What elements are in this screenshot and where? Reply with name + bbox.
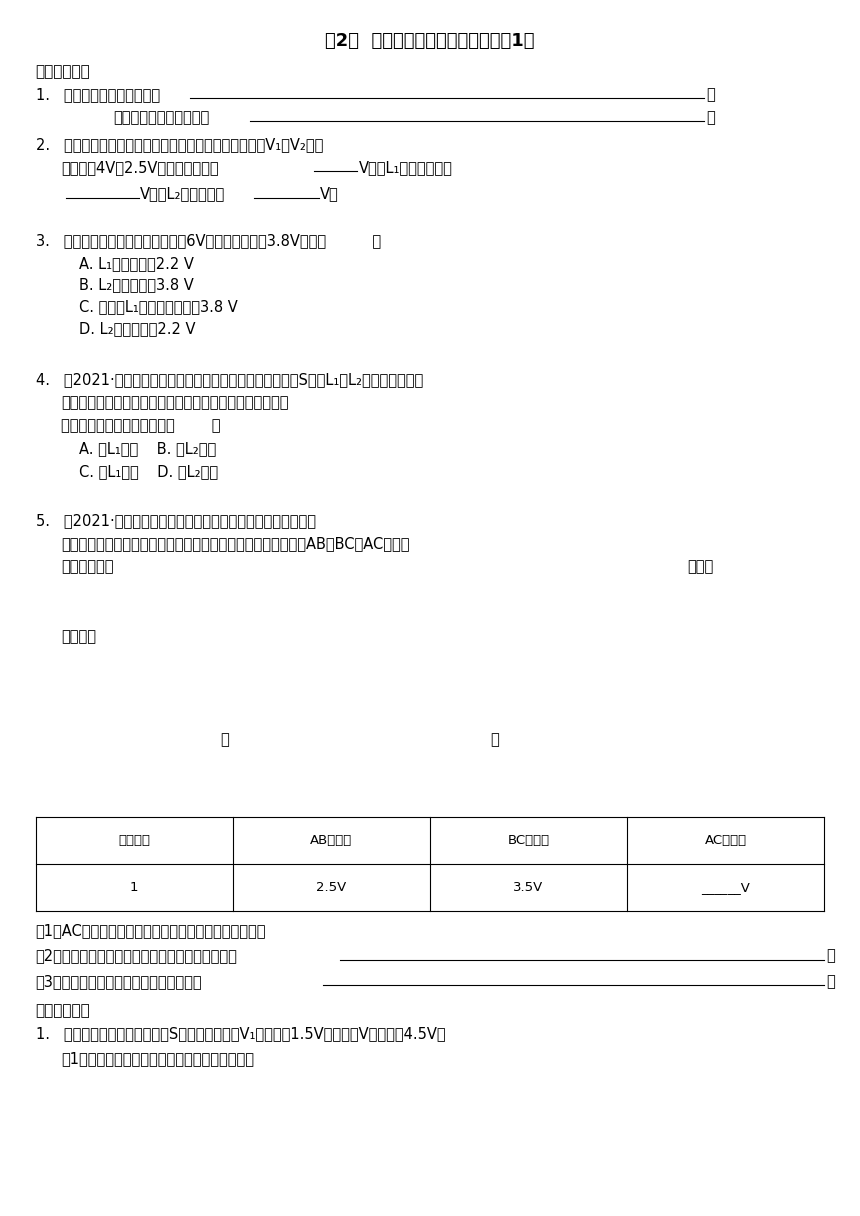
Text: D. L₂两端电压为2.2 V: D. L₂两端电压为2.2 V xyxy=(78,321,195,337)
Text: 1: 1 xyxy=(130,882,138,894)
Text: 。: 。 xyxy=(826,974,835,989)
Text: 乙: 乙 xyxy=(490,732,499,748)
Text: ；: ； xyxy=(826,948,835,963)
Text: 4.   （2021·烟台）如图所示，电源电压恒定不变，闭合开关S，灯L₁和L₂均发光，一段时: 4. （2021·烟台）如图所示，电源电压恒定不变，闭合开关S，灯L₁和L₂均发… xyxy=(35,372,423,387)
Text: V，灯L₁两端的电压为: V，灯L₁两端的电压为 xyxy=(359,159,452,175)
Text: 3.5V: 3.5V xyxy=(513,882,544,894)
Text: C. 电源与L₁两端电压之和为3.8 V: C. 电源与L₁两端电压之和为3.8 V xyxy=(78,299,237,315)
Text: 入表中：: 入表中： xyxy=(61,630,96,644)
Text: 实验次数: 实验次数 xyxy=(119,834,150,846)
Text: 明设计的电路如图所示。根据电路图把电压表分别接入电路中的AB、BC、AC之间，: 明设计的电路如图所示。根据电路图把电压表分别接入电路中的AB、BC、AC之间， xyxy=(61,536,410,551)
Text: 第2节  串、并联电路中电压的规律（1）: 第2节 串、并联电路中电压的规律（1） xyxy=(325,32,535,50)
Text: （3）指出表格的设计有哪个地方不合理？: （3）指出表格的设计有哪个地方不合理？ xyxy=(35,974,202,989)
Text: 。: 。 xyxy=(706,88,715,102)
Text: 间后，一盏灯突然熄灭，而电流表和电压表的示数都不变，: 间后，一盏灯突然熄灭，而电流表和电压表的示数都不变， xyxy=(61,395,289,410)
Text: V。: V。 xyxy=(320,186,339,202)
Text: 1.   如图所示的电路中，当开关S闭合后，电压表V₁的示数为1.5V，电流表V的示数为4.5V。: 1. 如图所示的电路中，当开关S闭合后，电压表V₁的示数为1.5V，电流表V的示… xyxy=(35,1026,445,1041)
Text: 1.   串联电路中电流的规律是: 1. 串联电路中电流的规律是 xyxy=(35,88,160,102)
Text: （2）通过对上面数据的分析，可以得出的结论是：: （2）通过对上面数据的分析，可以得出的结论是： xyxy=(35,948,237,963)
Text: 3.   （双选）如图所示，电源电压为6V，电压表示数为3.8V，则（          ）: 3. （双选）如图所示，电源电压为6V，电压表示数为3.8V，则（ ） xyxy=(35,232,381,248)
Text: 2.   如图所示，当开关闭合后，两灯都发光，此时电压表V₁、V₂的读: 2. 如图所示，当开关闭合后，两灯都发光，此时电压表V₁、V₂的读 xyxy=(35,137,323,152)
Text: V，灯L₂端的电压为: V，灯L₂端的电压为 xyxy=(140,186,225,202)
Text: ______V: ______V xyxy=(701,882,750,894)
Text: AC间电压: AC间电压 xyxy=(704,834,746,846)
Text: 出现这一现象的原因可能是（        ）: 出现这一现象的原因可能是（ ） xyxy=(61,418,221,433)
Text: 2.5V: 2.5V xyxy=(316,882,347,894)
Text: 5.   （2021·全国）按照课本要求探究串联电路中电压的规律，小: 5. （2021·全国）按照课本要求探究串联电路中电压的规律，小 xyxy=(35,513,316,528)
Text: 【拓展提升】: 【拓展提升】 xyxy=(35,1003,90,1018)
Text: 压，填: 压，填 xyxy=(687,559,714,574)
Text: BC间电压: BC间电压 xyxy=(507,834,550,846)
Text: 串联电路中电压的规律是: 串联电路中电压的规律是 xyxy=(113,111,209,125)
Text: A. L₁两端电压为2.2 V: A. L₁两端电压为2.2 V xyxy=(78,255,194,271)
Text: 测出它们的电: 测出它们的电 xyxy=(61,559,114,574)
Text: B. L₂两端电压为3.8 V: B. L₂两端电压为3.8 V xyxy=(78,277,194,293)
Text: A. 灯L₁断路    B. 灯L₂断路: A. 灯L₁断路 B. 灯L₂断路 xyxy=(78,441,216,456)
Text: （1）请在虚线框中画出对应实物电路的电路图；: （1）请在虚线框中画出对应实物电路的电路图； xyxy=(61,1052,255,1066)
Text: （1）AC之间电压如图乙所示，将读出的结果填入表中；: （1）AC之间电压如图乙所示，将读出的结果填入表中； xyxy=(35,923,267,938)
Text: 甲: 甲 xyxy=(220,732,229,748)
Text: 。: 。 xyxy=(706,111,715,125)
Text: AB间电压: AB间电压 xyxy=(310,834,353,846)
Text: 数分别是4V、2.5V，则电源电压为: 数分别是4V、2.5V，则电源电压为 xyxy=(61,159,219,175)
Text: 【基础练习】: 【基础练习】 xyxy=(35,64,90,79)
Text: C. 灯L₁短路    D. 灯L₂短路: C. 灯L₁短路 D. 灯L₂短路 xyxy=(78,465,218,479)
